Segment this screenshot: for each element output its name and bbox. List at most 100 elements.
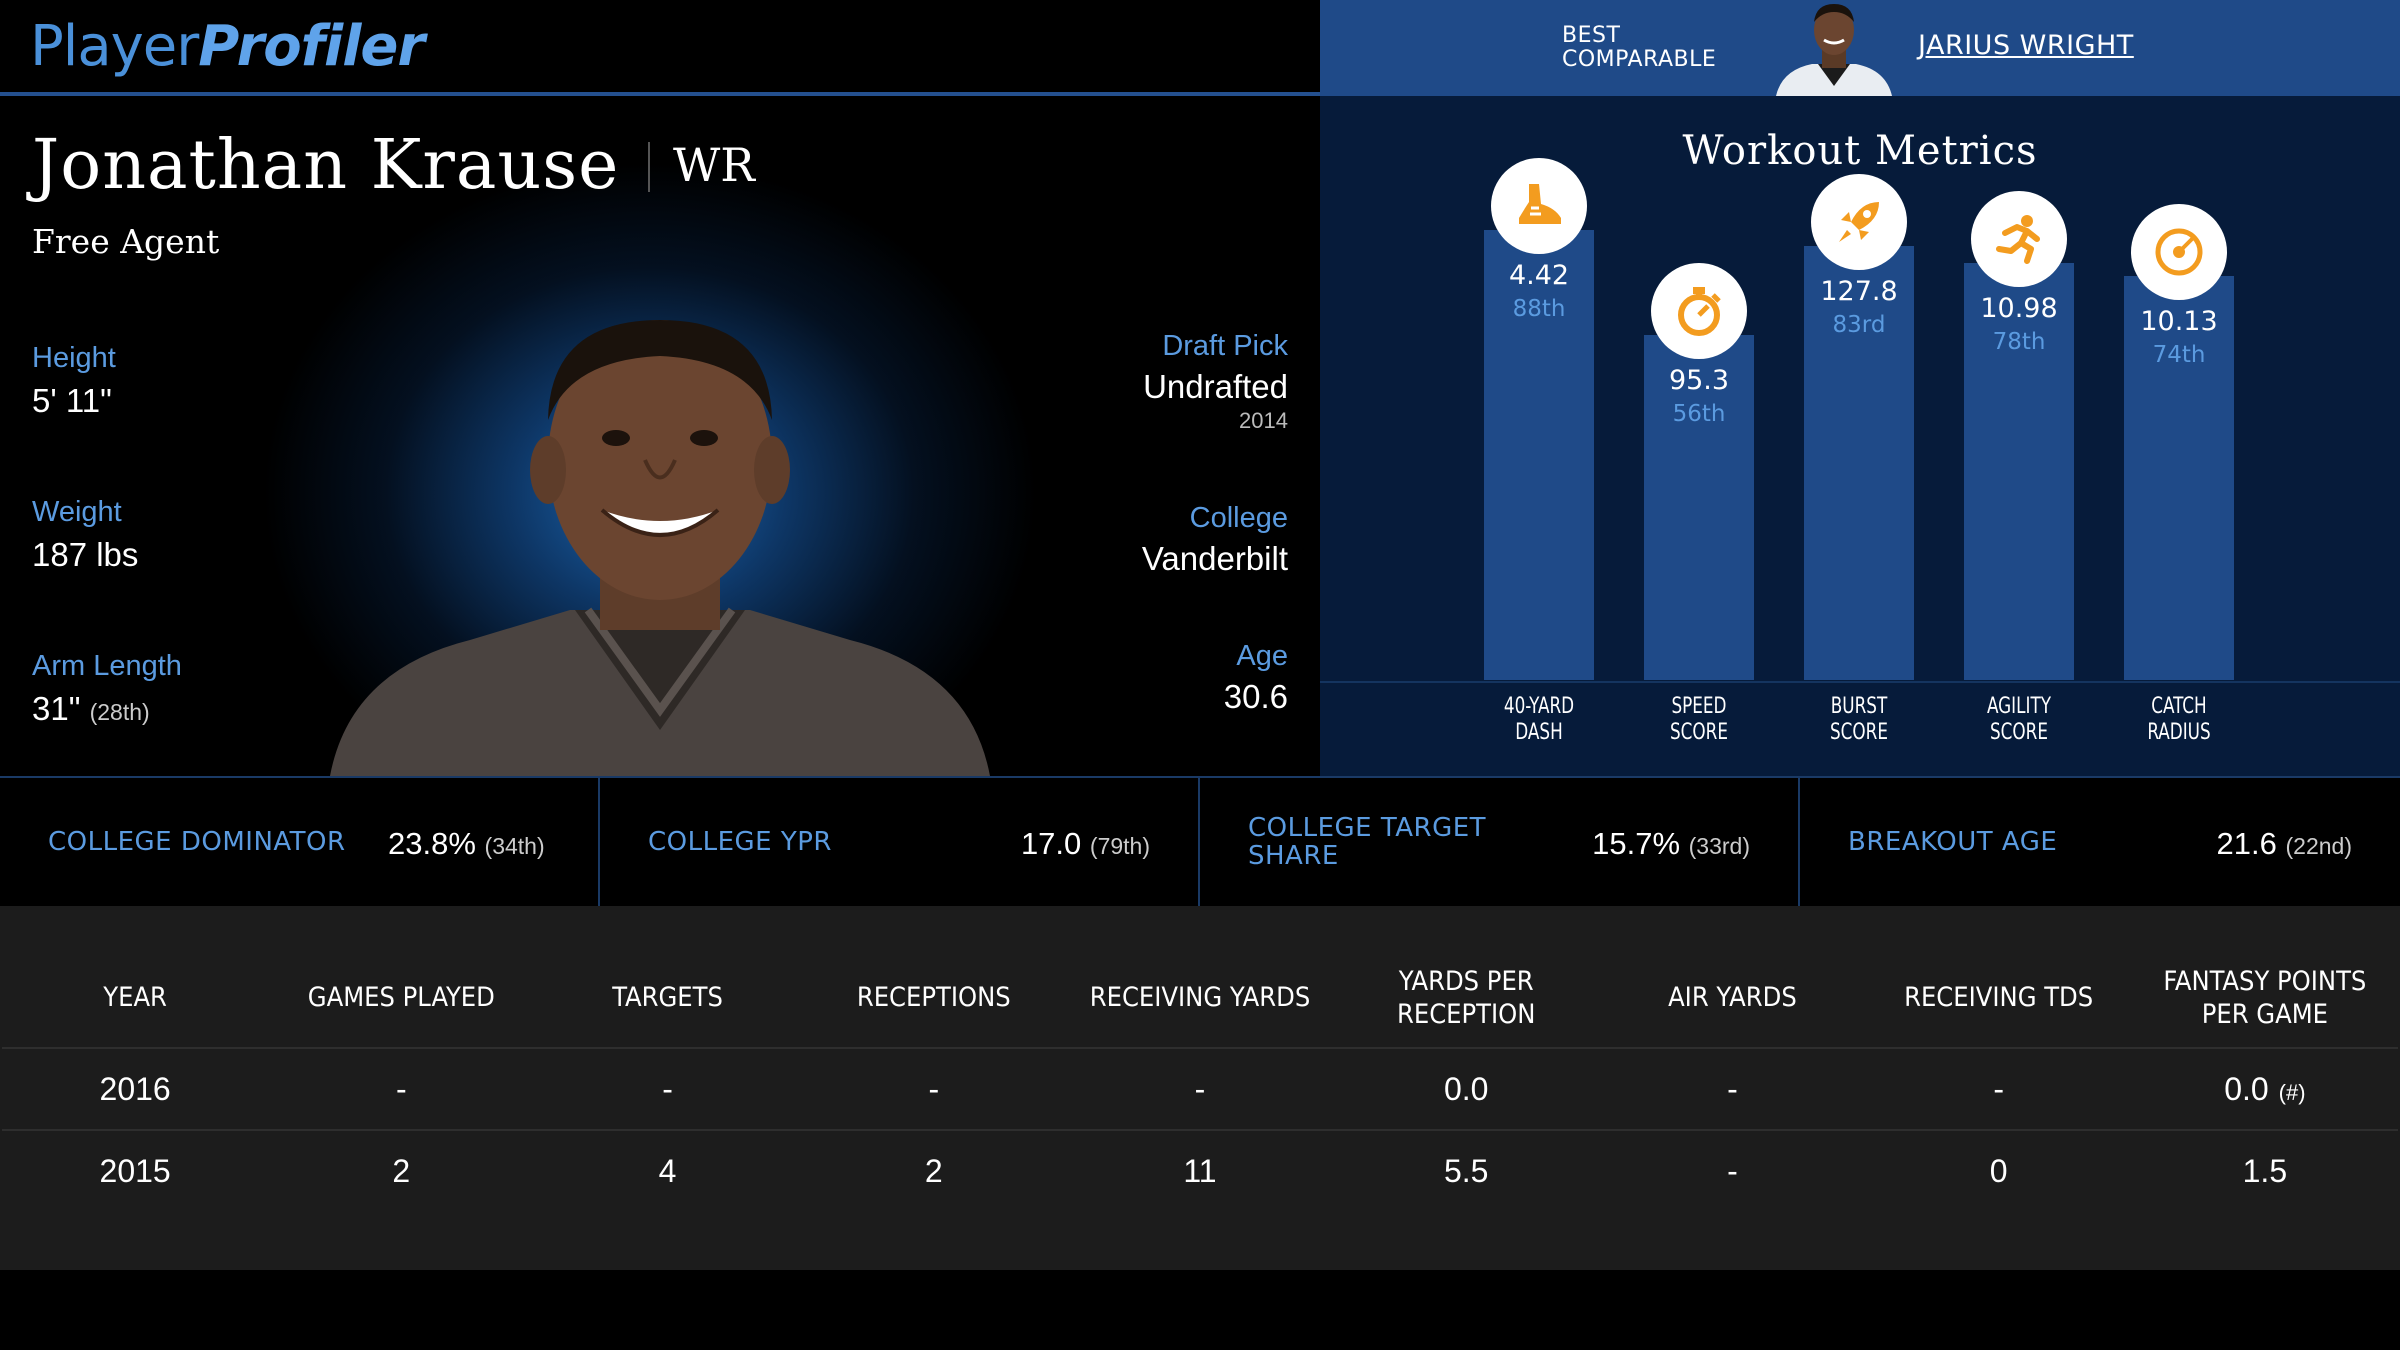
table-cell: 1.5 bbox=[2242, 1153, 2288, 1189]
workout-metrics-panel: Workout Metrics 4.42 88th 40-YARD DASH 9… bbox=[1320, 96, 2400, 776]
table-cell: 0.0 bbox=[1333, 1048, 1600, 1131]
table-cell: - bbox=[534, 1048, 801, 1131]
table-cell: - bbox=[1066, 1048, 1334, 1131]
col-header-yards-per-reception[interactable]: YARDS PER RECEPTION bbox=[1333, 948, 1600, 1049]
table-cell: - bbox=[800, 1048, 1067, 1131]
stat-value: 21.6 (22nd) bbox=[2217, 826, 2352, 862]
height-value: 5' 11" bbox=[32, 382, 112, 419]
table-cell: 0 bbox=[1989, 1153, 2008, 1189]
metric-bar bbox=[1804, 246, 1914, 680]
metric-label-line2: DASH bbox=[1515, 720, 1563, 745]
stat-rank: (33rd) bbox=[1688, 833, 1750, 859]
col-header-air-yards[interactable]: AIR YARDS bbox=[1599, 948, 1866, 1049]
draft-pick-label: Draft Pick bbox=[1162, 330, 1288, 362]
site-logo[interactable]: PlayerProfiler bbox=[30, 14, 425, 80]
stat-number: 17.0 bbox=[1020, 826, 1082, 861]
metric-label-line1: CATCH bbox=[2151, 694, 2207, 719]
metric-bar bbox=[2124, 276, 2234, 680]
runner-icon bbox=[1971, 191, 2067, 287]
metric-label-line1: AGILITY bbox=[1986, 694, 2052, 719]
col-header-fantasy-points[interactable]: FANTASY POINTS PER GAME bbox=[2131, 948, 2398, 1049]
college-ypr-stat[interactable]: COLLEGE YPR 17.0 (79th) bbox=[600, 778, 1200, 908]
stat-value: 23.8% (34th) bbox=[388, 826, 545, 862]
rocket-icon bbox=[1811, 174, 1907, 270]
col-header-targets[interactable]: TARGETS bbox=[534, 948, 801, 1049]
table-cell: 2015 bbox=[99, 1153, 171, 1189]
chart-baseline bbox=[1320, 681, 2400, 683]
metric-value: 95.3 bbox=[1668, 365, 1730, 396]
table-cell: - bbox=[268, 1048, 535, 1131]
shoe-icon bbox=[1491, 158, 1587, 254]
table-cell: 4 bbox=[658, 1153, 677, 1189]
col-header-receiving-yards[interactable]: RECEIVING YARDS bbox=[1066, 948, 1334, 1049]
table-row: 2015 2 4 2 11 5.5 - 0 1.5 bbox=[2, 1130, 2398, 1212]
metric-percentile: 74th bbox=[2152, 342, 2206, 368]
college-dominator-stat[interactable]: COLLEGE DOMINATOR 23.8% (34th) bbox=[0, 778, 600, 908]
logo-part-profiler: Profiler bbox=[198, 14, 425, 79]
stat-label: COLLEGE DOMINATOR bbox=[48, 827, 346, 857]
breakout-age-stat[interactable]: BREAKOUT AGE 21.6 (22nd) bbox=[1800, 778, 2400, 908]
position-divider bbox=[648, 142, 650, 192]
metric-value: 127.8 bbox=[1820, 276, 1898, 307]
table-cell: 2 bbox=[392, 1153, 411, 1189]
college-target-share-stat[interactable]: COLLEGE TARGET SHARE 15.7% (33rd) bbox=[1200, 778, 1800, 908]
metric-value: 4.42 bbox=[1508, 260, 1570, 291]
stat-number: 21.6 bbox=[2216, 826, 2277, 861]
hash-note[interactable]: (#) bbox=[2278, 1079, 2306, 1105]
player-team: Free Agent bbox=[32, 222, 220, 261]
age-label: Age bbox=[1236, 640, 1288, 672]
arm-length-value: 31" (28th) bbox=[32, 690, 150, 728]
player-photo bbox=[320, 310, 1000, 776]
metric-label-line2: SCORE bbox=[1669, 720, 1728, 745]
best-comparable-label: BEST COMPARABLE bbox=[1562, 24, 1716, 72]
table-cell: 5.5 bbox=[1443, 1153, 1489, 1189]
stat-rank: (34th) bbox=[484, 833, 545, 859]
age-value: 30.6 bbox=[1223, 678, 1288, 715]
metric-percentile: 56th bbox=[1672, 401, 1726, 427]
best-comparable-label-line2: COMPARABLE bbox=[1562, 47, 1717, 72]
comparable-player-link[interactable]: JARIUS WRIGHT bbox=[1918, 30, 2134, 61]
logo-part-player: Player bbox=[30, 14, 199, 79]
col-header-receptions[interactable]: RECEPTIONS bbox=[800, 948, 1067, 1049]
best-comparable-bar: BEST COMPARABLE JARIUS WRIGHT bbox=[1320, 0, 2400, 96]
metric-label: AGILITY SCORE bbox=[1951, 694, 2087, 746]
stat-number: 23.8% bbox=[388, 826, 476, 861]
metric-label-line2: SCORE bbox=[1829, 720, 1888, 745]
col-header-games-played[interactable]: GAMES PLAYED bbox=[268, 948, 535, 1049]
weight-value: 187 lbs bbox=[32, 536, 139, 573]
player-panel: Jonathan Krause WR Free Agent Height 5' … bbox=[0, 100, 1320, 776]
comparable-avatar[interactable] bbox=[1772, 0, 1896, 96]
stat-number: 15.7% bbox=[1592, 826, 1681, 861]
metric-label-line1: 40-YARD bbox=[1503, 694, 1575, 719]
stat-label: COLLEGE YPR bbox=[648, 827, 832, 857]
college-stats-strip: COLLEGE DOMINATOR 23.8% (34th) COLLEGE Y… bbox=[0, 776, 2400, 908]
college-value: Vanderbilt bbox=[1141, 540, 1288, 577]
table-row: 2016 - - - - 0.0 - - 0.0 (#) bbox=[2, 1048, 2398, 1131]
arm-length-label: Arm Length bbox=[32, 650, 182, 682]
metric-label-line1: SPEED bbox=[1671, 694, 1727, 719]
table-header-row: YEAR GAMES PLAYED TARGETS RECEPTIONS REC… bbox=[2, 948, 2398, 1049]
height-label: Height bbox=[32, 342, 116, 374]
table-cell: - bbox=[1727, 1153, 1738, 1189]
player-name: Jonathan Krause bbox=[32, 126, 620, 205]
metric-label: SPEED SCORE bbox=[1631, 694, 1767, 746]
fantasy-points-value: 0.0 bbox=[2224, 1070, 2269, 1107]
metric-bar bbox=[1964, 263, 2074, 680]
table-cell: 11 bbox=[1183, 1153, 1217, 1189]
table-cell: 2016 bbox=[2, 1048, 269, 1131]
stat-value: 17.0 (79th) bbox=[1021, 826, 1150, 862]
stat-label-line2: SHARE bbox=[1248, 841, 1339, 871]
season-stats-table: YEAR GAMES PLAYED TARGETS RECEPTIONS REC… bbox=[2, 948, 2398, 1212]
metric-bar bbox=[1484, 230, 1594, 680]
metric-bar bbox=[1644, 335, 1754, 680]
draft-year: 2014 bbox=[1239, 408, 1288, 433]
metric-label: CATCH RADIUS bbox=[2111, 694, 2247, 746]
metric-label: BURST SCORE bbox=[1791, 694, 1927, 746]
metric-value: 10.13 bbox=[2140, 306, 2218, 337]
col-header-year[interactable]: YEAR bbox=[2, 948, 269, 1049]
metric-value: 10.98 bbox=[1980, 293, 2058, 324]
metric-percentile: 83rd bbox=[1832, 312, 1886, 338]
stat-rank: (79th) bbox=[1089, 833, 1150, 859]
stat-label: COLLEGE TARGET SHARE bbox=[1248, 814, 1486, 870]
col-header-receiving-tds[interactable]: RECEIVING TDS bbox=[1865, 948, 2132, 1049]
